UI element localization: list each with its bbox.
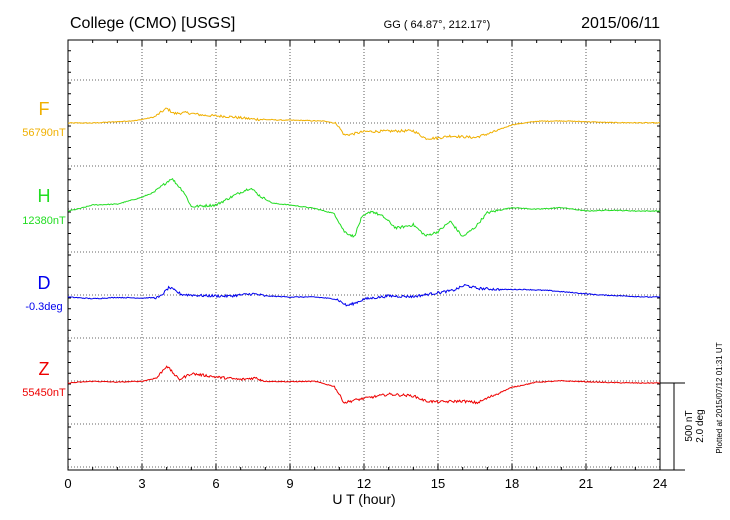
x-axis-ticks: 0 3 6 9 12 15 18 21 24	[64, 39, 667, 491]
x-tick-label: 6	[212, 476, 219, 491]
scale-bar: 500 nT 2.0 deg	[660, 382, 706, 471]
chart-title-station: College (CMO) [USGS]	[70, 15, 235, 32]
series-baseline-f: 56790nT	[22, 127, 66, 139]
x-tick-label: 12	[357, 476, 371, 491]
x-tick-label: 15	[431, 476, 445, 491]
plot-frame	[67, 39, 661, 471]
chart-title-date: 2015/06/11	[581, 15, 660, 32]
plotted-note: Plotted at 2015/07/12 01:31 UT	[715, 342, 724, 453]
x-tick-label: 24	[653, 476, 667, 491]
series-labels: F 56790nT H 12380nT D -0.3deg Z 55450nT	[22, 99, 66, 399]
series-line-z	[67, 365, 661, 405]
series-line-h	[68, 177, 661, 238]
x-tick-label: 18	[505, 476, 519, 491]
series-baseline-d: -0.3deg	[25, 301, 62, 313]
x-axis-label: U T (hour)	[332, 491, 395, 507]
series-line-f	[67, 107, 660, 141]
scale-text-nt: 500 nT	[684, 410, 695, 441]
x-tick-label: 3	[138, 476, 145, 491]
series-name-f: F	[39, 99, 50, 119]
series-baseline-h: 12380nT	[22, 215, 66, 227]
x-tick-label: 21	[579, 476, 593, 491]
scale-text-deg: 2.0 deg	[695, 409, 706, 442]
x-tick-label: 0	[64, 476, 71, 491]
series-line-d	[67, 284, 661, 307]
series-name-h: H	[38, 186, 51, 206]
series-lines	[67, 107, 661, 405]
series-name-d: D	[38, 273, 51, 293]
chart-title-coordinates: GG ( 64.87°, 212.17°)	[384, 19, 491, 31]
series-name-z: Z	[39, 359, 50, 379]
grid-lines	[68, 40, 660, 470]
series-baseline-z: 55450nT	[22, 387, 66, 399]
x-tick-label: 9	[286, 476, 293, 491]
